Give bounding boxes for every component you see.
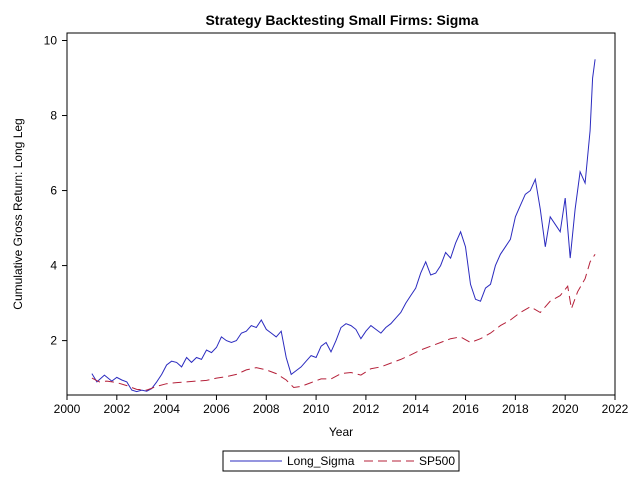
y-tick-label: 10 [44,34,58,48]
chart-title: Strategy Backtesting Small Firms: Sigma [205,12,478,28]
x-tick-label: 2016 [452,402,479,416]
x-tick-label: 2006 [203,402,230,416]
x-tick-label: 2010 [303,402,330,416]
legend-box [222,450,460,472]
x-tick-label: 2012 [353,402,380,416]
y-tick-label: 4 [50,259,57,273]
x-axis: 2000 2002 2004 2006 2008 2010 2012 2014 2016 2018… [54,395,629,416]
series-line-long-sigma [91,59,596,393]
x-tick-label: 2002 [103,402,130,416]
x-axis-title: Year [329,425,353,439]
y-tick-label: 2 [50,334,57,348]
plot-area [66,32,616,396]
x-tick-label: 2018 [502,402,529,416]
y-tick-label: 6 [50,184,57,198]
y-tick-label: 8 [50,109,57,123]
series-line-sp500 [91,254,596,391]
series-layer [91,59,596,393]
legend-label-long-sigma: Long_Sigma [287,454,355,468]
y-axis-title: Cumulative Gross Return: Long Leg [11,118,25,309]
x-tick-label: 2022 [602,402,629,416]
x-tick-label: 2008 [253,402,280,416]
legend: Long_Sigma SP500 [222,450,460,472]
x-tick-label: 2014 [402,402,429,416]
x-tick-label: 2020 [552,402,579,416]
legend-label-sp500: SP500 [419,454,455,468]
y-axis: 2 4 6 8 10 [44,34,67,348]
x-tick-label: 2000 [54,402,81,416]
x-tick-label: 2004 [153,402,180,416]
